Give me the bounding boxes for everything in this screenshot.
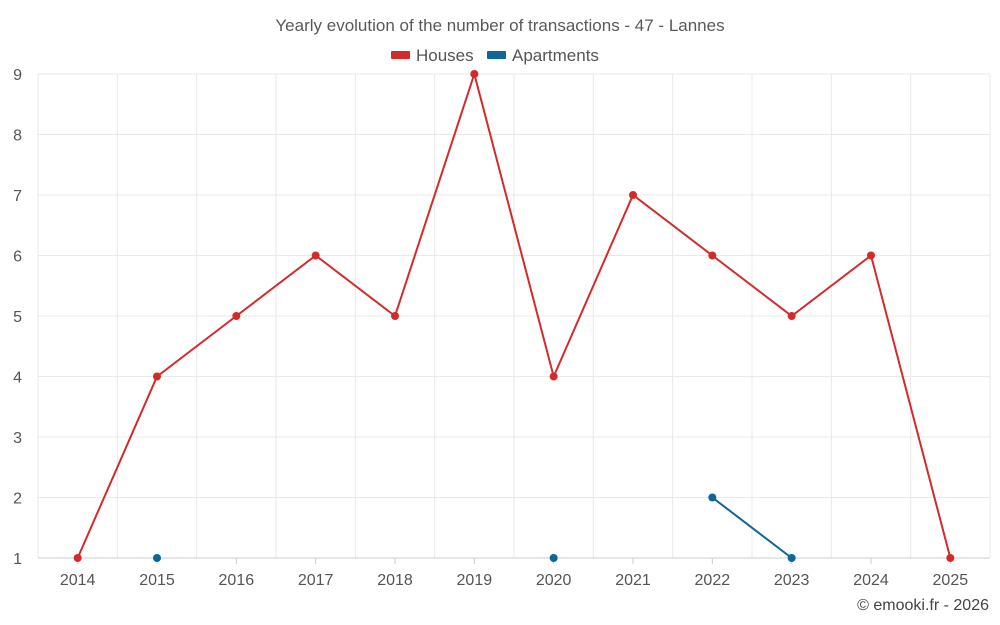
- series-houses: [73, 70, 955, 562]
- legend: Houses Apartments: [391, 46, 599, 65]
- legend-swatch-houses: [391, 51, 410, 59]
- legend-label-houses: Houses: [416, 46, 474, 65]
- y-tick-label: 6: [13, 249, 22, 266]
- y-tick-label: 1: [13, 551, 22, 568]
- data-point-apartments-2022[interactable]: [708, 493, 717, 502]
- legend-item-houses[interactable]: Houses: [391, 46, 474, 65]
- y-tick-label: 7: [13, 188, 22, 205]
- x-tick-label: 2021: [615, 572, 651, 589]
- y-tick-label: 2: [13, 491, 22, 508]
- data-point-houses-2021[interactable]: [629, 191, 637, 199]
- legend-swatch-apartments: [487, 51, 506, 59]
- data-point-houses-2015[interactable]: [153, 372, 161, 381]
- data-point-apartments-2020[interactable]: [549, 554, 558, 562]
- data-point-houses-2016[interactable]: [232, 312, 241, 320]
- data-point-houses-2025[interactable]: [946, 554, 955, 562]
- data-point-apartments-2015[interactable]: [153, 554, 161, 562]
- data-point-houses-2018[interactable]: [391, 312, 399, 320]
- series-line-apartments: [711, 496, 793, 559]
- grid: [37, 73, 991, 558]
- x-tick-label: 2019: [457, 572, 493, 589]
- x-tick-label: 2020: [536, 572, 572, 589]
- y-tick-label: 9: [13, 67, 22, 84]
- y-tick-label: 5: [13, 309, 22, 326]
- y-tick-label: 4: [13, 370, 22, 387]
- x-tick-label: 2015: [139, 572, 175, 589]
- x-tick-label: 2023: [774, 572, 810, 589]
- x-tick-label: 2022: [695, 572, 731, 589]
- series-apartments: [153, 493, 796, 562]
- x-tick-label: 2018: [377, 572, 413, 589]
- chart-title: Yearly evolution of the number of transa…: [275, 16, 724, 35]
- x-tick-label: 2025: [933, 572, 969, 589]
- data-point-houses-2014[interactable]: [73, 554, 82, 562]
- series: [73, 70, 955, 562]
- y-tick-label: 8: [13, 128, 22, 145]
- series-line-houses: [76, 70, 952, 559]
- data-point-houses-2020[interactable]: [549, 372, 558, 381]
- legend-label-apartments: Apartments: [512, 46, 599, 65]
- y-tick-label: 3: [13, 430, 22, 447]
- x-tick-label: 2014: [60, 572, 96, 589]
- x-tick-label: 2024: [853, 572, 889, 589]
- data-point-houses-2022[interactable]: [708, 251, 717, 260]
- data-point-houses-2019[interactable]: [470, 70, 479, 78]
- data-point-houses-2023[interactable]: [787, 312, 796, 320]
- x-tick-label: 2016: [219, 572, 255, 589]
- axes: 1 2 3 4 5 6 7 8 9 2014 2015 2016 2017 2018 2019 2020 202…: [13, 67, 990, 589]
- legend-item-apartments[interactable]: Apartments: [487, 46, 599, 65]
- credit-text: © emooki.fr - 2026: [857, 597, 989, 614]
- data-point-houses-2017[interactable]: [311, 251, 320, 260]
- data-point-apartments-2023[interactable]: [787, 554, 796, 562]
- x-tick-label: 2017: [298, 572, 334, 589]
- data-point-houses-2024[interactable]: [867, 251, 875, 260]
